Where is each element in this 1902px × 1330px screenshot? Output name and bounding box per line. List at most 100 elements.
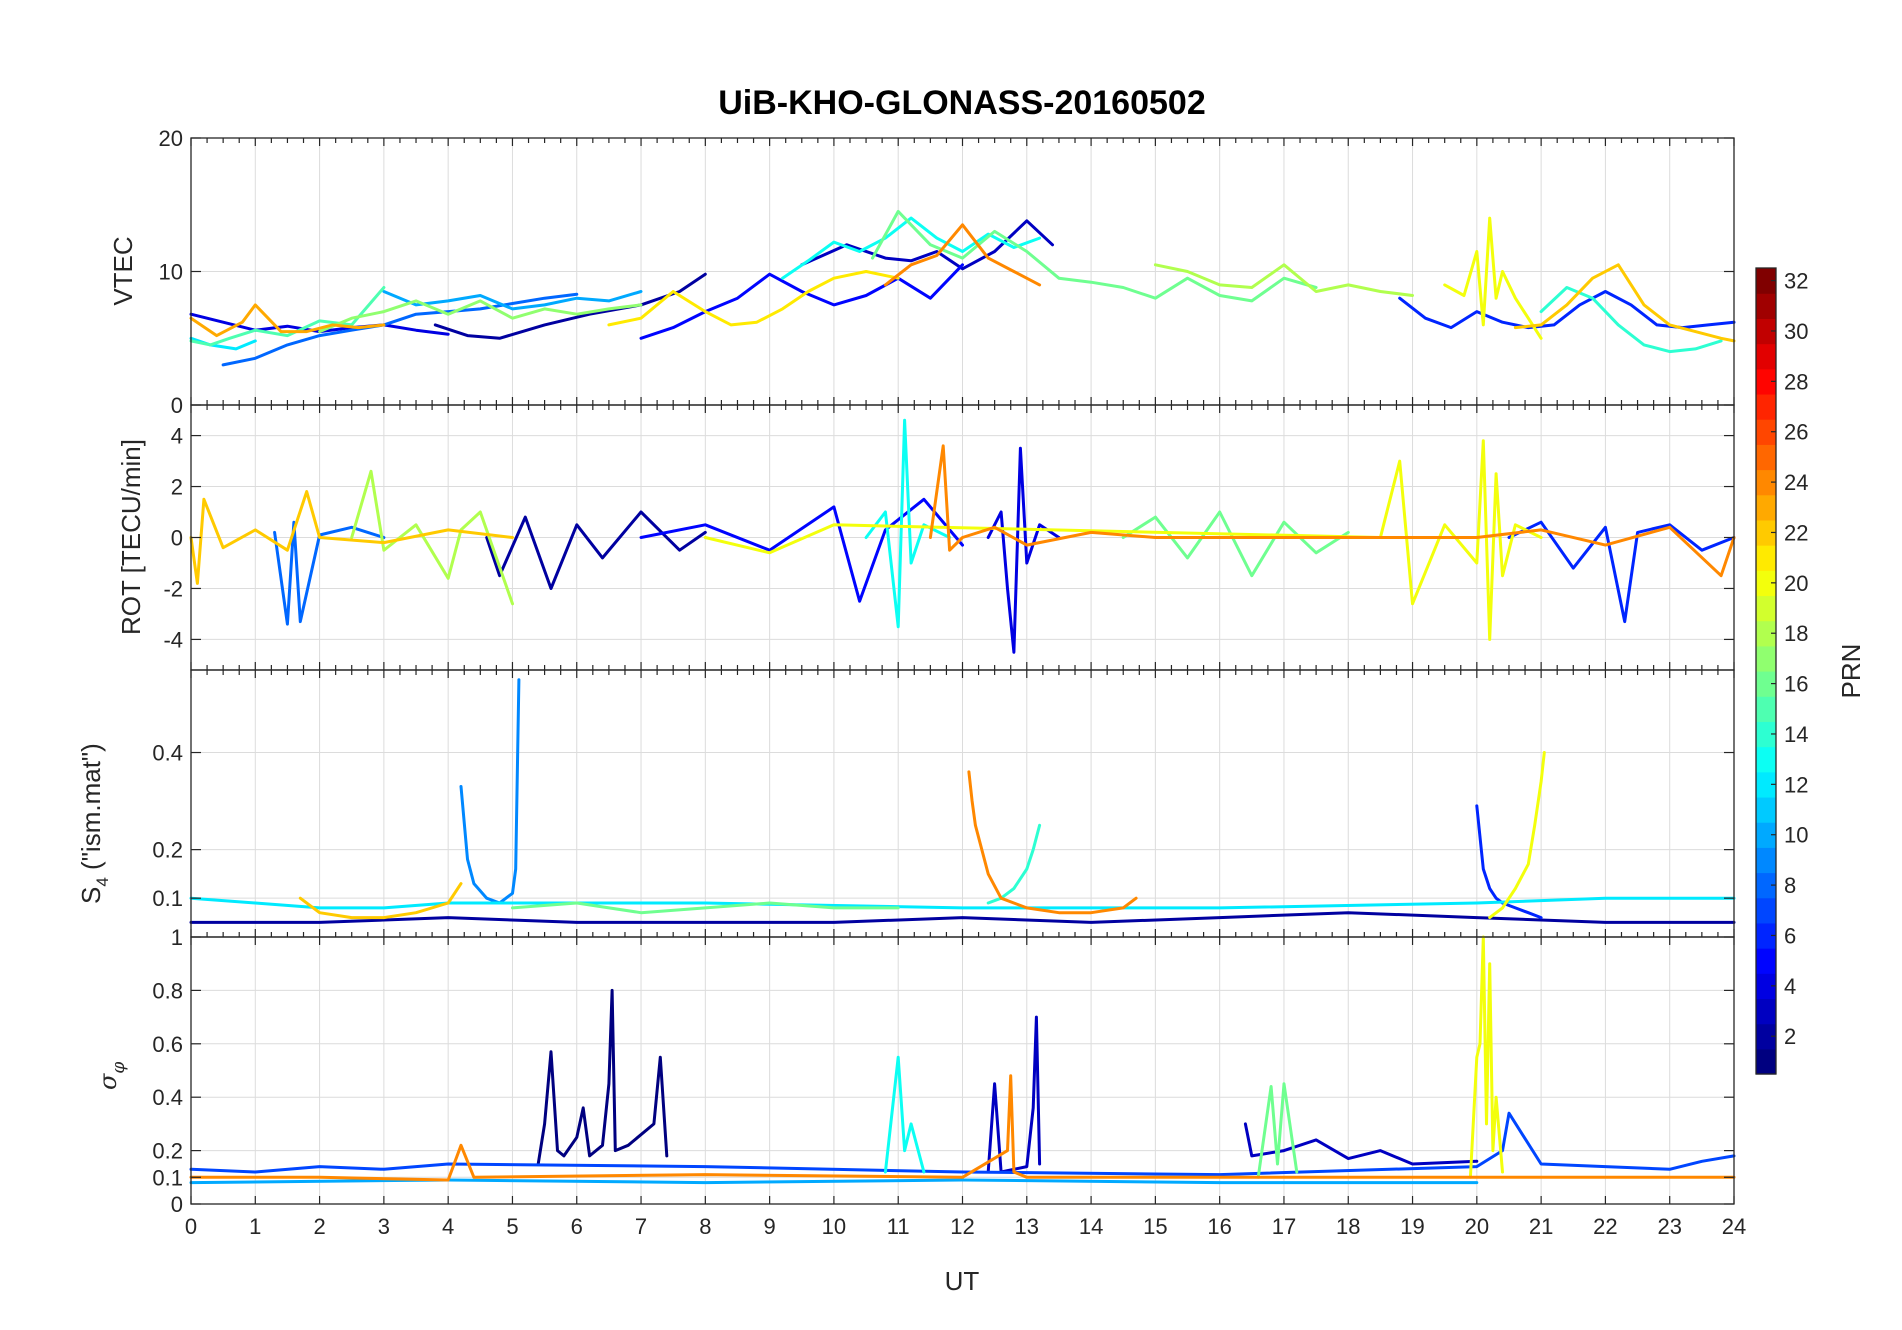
colorbar-cell — [1756, 494, 1776, 521]
colorbar-cell — [1756, 268, 1776, 294]
series-line-prn-8 — [273, 520, 386, 626]
x-tick-label: 8 — [699, 1214, 711, 1239]
colorbar-cell — [1756, 393, 1776, 420]
y-tick-label: 0.8 — [152, 978, 183, 1003]
series-line-prn-16 — [1256, 1082, 1299, 1179]
rot-panel: -4 -2 0 2 4 ROT [TECU/min] — [116, 404, 1736, 671]
series-line-prn-21 — [607, 270, 900, 327]
series-line-prn-2 — [485, 510, 707, 590]
colorbar-cell — [1756, 645, 1776, 672]
series-line-prn-6 — [1507, 520, 1736, 624]
colorbar-cell — [1756, 696, 1776, 722]
series-line-prn-20 — [703, 439, 1543, 641]
colorbar-tick-label: 26 — [1784, 420, 1808, 445]
y-tick-label: 0.2 — [152, 1139, 183, 1164]
x-tick-label: 22 — [1593, 1214, 1617, 1239]
colorbar-cell — [1756, 897, 1776, 924]
x-tick-label: 20 — [1465, 1214, 1489, 1239]
colorbar-tick-label: 2 — [1784, 1024, 1796, 1049]
y-tick-label: 0 — [171, 526, 183, 551]
series-line-prn-24 — [928, 444, 1736, 578]
colorbar-cell — [1756, 595, 1776, 622]
series-line-prn-20 — [1443, 216, 1543, 340]
colorbar-cell — [1756, 796, 1776, 823]
colorbar-tick-label: 24 — [1784, 470, 1808, 495]
series-line-prn-4 — [986, 446, 1061, 654]
series-line-prn-13 — [864, 418, 952, 629]
x-tick-label: 18 — [1336, 1214, 1360, 1239]
colorbar-cell — [1756, 998, 1776, 1025]
x-tick-label: 7 — [635, 1214, 647, 1239]
y-tick-label: 0.4 — [152, 1085, 183, 1110]
colorbar-tick-label: 22 — [1784, 520, 1808, 545]
x-tick-label: 15 — [1143, 1214, 1167, 1239]
colorbar-cell — [1756, 771, 1776, 798]
colorbar-cell — [1756, 419, 1776, 445]
series-line-prn-16 — [511, 901, 900, 915]
colorbar-cell — [1756, 671, 1776, 697]
series-line-prn-3 — [800, 219, 1054, 271]
colorbar-cell — [1756, 519, 1776, 546]
series-line-prn-18 — [1153, 263, 1414, 297]
sigma-phi-series — [189, 935, 1736, 1185]
colorbar-tick-label: 14 — [1784, 722, 1808, 747]
series-line-prn-22 — [1513, 263, 1736, 343]
x-tick-label: 9 — [764, 1214, 776, 1239]
series-line-prn-5 — [639, 263, 964, 340]
x-tick-label: 10 — [822, 1214, 846, 1239]
series-line-prn-17 — [318, 299, 643, 334]
series-line-prn-20 — [1488, 751, 1546, 920]
x-tick-label: 5 — [506, 1214, 518, 1239]
colorbar-tick-label: 16 — [1784, 672, 1808, 697]
colorbar-cell — [1756, 847, 1776, 874]
x-tick-label: 14 — [1079, 1214, 1103, 1239]
colorbar-cell — [1756, 948, 1776, 974]
rot-series — [189, 418, 1736, 654]
colorbar-tick-label: 4 — [1784, 974, 1796, 999]
colorbar-tick-label: 12 — [1784, 772, 1808, 797]
colorbar-cell — [1756, 368, 1776, 395]
series-line-prn-18 — [350, 469, 514, 606]
colorbar-tick-label: 32 — [1784, 269, 1808, 294]
series-line-prn-9 — [459, 678, 521, 905]
colorbar-cell — [1756, 746, 1776, 773]
colorbar-tick-label: 20 — [1784, 571, 1808, 596]
vtec-panel: 0 10 20 VTEC — [108, 126, 1736, 418]
colorbar-cell — [1756, 545, 1776, 571]
colorbar-box — [1755, 267, 1777, 1075]
series-line-prn-2 — [433, 272, 707, 340]
series-line-prn-16 — [1121, 510, 1350, 578]
x-tick-label: 4 — [442, 1214, 454, 1239]
x-tick-label: 2 — [313, 1214, 325, 1239]
colorbar-cell — [1756, 570, 1776, 597]
y-tick-label: 0.4 — [152, 741, 183, 766]
colorbar-cell — [1756, 1048, 1776, 1075]
series-line-prn-10 — [382, 290, 643, 311]
x-tick-label: 23 — [1657, 1214, 1681, 1239]
colorbar-cell — [1756, 872, 1776, 899]
colorbar-cell — [1756, 1023, 1776, 1050]
y-tick-label: -2 — [163, 576, 183, 601]
x-tick-label: 13 — [1015, 1214, 1039, 1239]
series-line-prn-24 — [189, 1074, 1736, 1182]
y-tick-label: 0.1 — [152, 1165, 183, 1190]
x-tick-label: 1 — [249, 1214, 261, 1239]
series-line-prn-15 — [189, 286, 386, 347]
x-axis-label: UT — [945, 1266, 980, 1296]
s4-panel: 0.1 0.2 0.4 S4 ("ism.mat") — [76, 669, 1736, 938]
x-tick-label: 19 — [1400, 1214, 1424, 1239]
colorbar-label: PRN — [1836, 644, 1866, 699]
series-line-prn-12 — [189, 896, 1736, 910]
x-tick-label: 6 — [571, 1214, 583, 1239]
colorbar-tick-label: 6 — [1784, 923, 1796, 948]
colorbar-cell — [1756, 318, 1776, 345]
colorbar-cell — [1756, 469, 1776, 496]
x-tick-label: 17 — [1272, 1214, 1296, 1239]
series-line-prn-24 — [967, 770, 1138, 915]
vtec-ylabel: VTEC — [108, 236, 138, 305]
x-tick-label: 0 — [185, 1214, 197, 1239]
rot-ylabel: ROT [TECU/min] — [116, 439, 146, 635]
y-tick-label: -4 — [163, 627, 183, 652]
series-line-prn-8 — [221, 292, 579, 367]
